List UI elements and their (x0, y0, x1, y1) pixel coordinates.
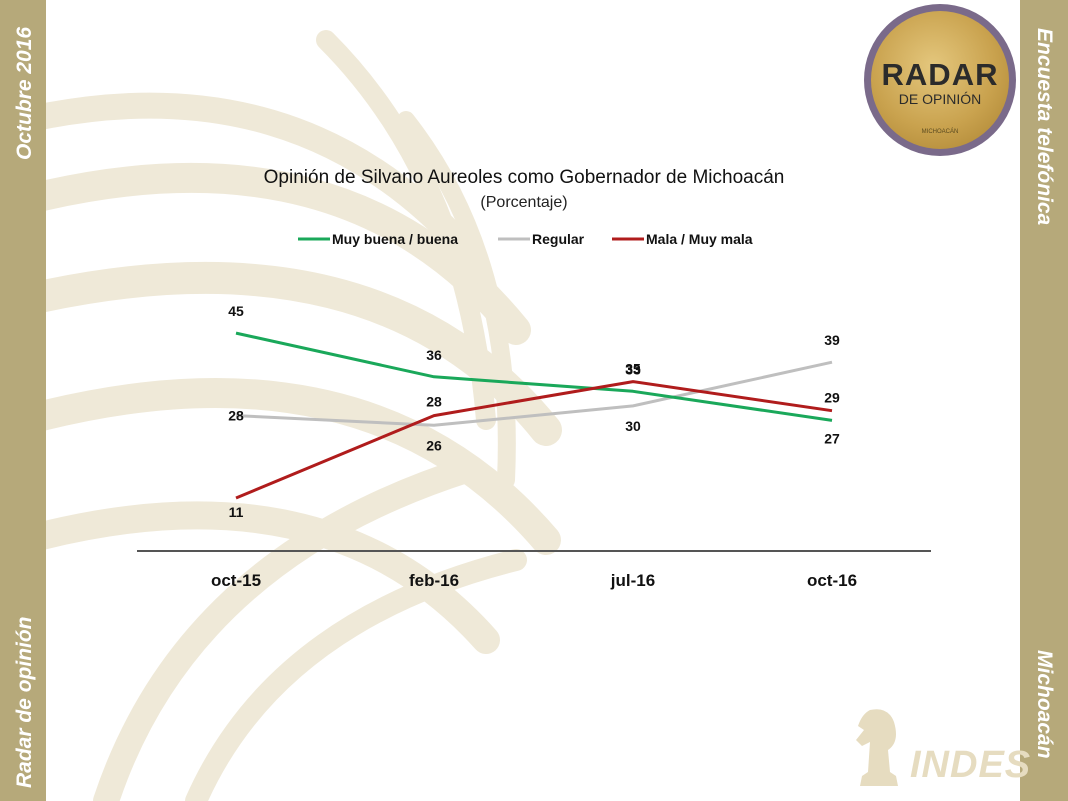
legend-label: Regular (532, 231, 585, 247)
radar-de-opinion-logo: RADAR DE OPINIÓN MICHOACÁN (864, 4, 1016, 156)
legend: Muy buena / buena Regular Mala / Muy mala (298, 231, 753, 247)
left-sidebar: Octubre 2016 Radar de opinión (0, 0, 46, 801)
x-tick-label: oct-15 (211, 571, 261, 590)
brand-name: INDES (910, 744, 1032, 786)
legend-label: Mala / Muy mala (646, 231, 753, 247)
logo-seal: RADAR DE OPINIÓN MICHOACÁN (871, 11, 1009, 149)
data-label: 30 (625, 418, 641, 434)
series-line (235, 331, 833, 422)
chart-subtitle: (Porcentaje) (480, 194, 567, 211)
series-line (235, 360, 833, 427)
x-tick-labels: oct-15 feb-16 jul-16 oct-16 (211, 571, 857, 590)
data-label: 28 (228, 408, 244, 424)
series-lines (235, 331, 833, 500)
right-sidebar: Encuesta telefónica Michoacán (1020, 0, 1068, 801)
x-tick-label: jul-16 (610, 571, 655, 590)
chess-knight-icon (856, 709, 898, 786)
data-label: 33 (625, 361, 641, 377)
logo-small-text: MICHOACÁN (921, 129, 959, 135)
logo-title: RADAR (881, 57, 999, 92)
x-tick-label: oct-16 (807, 571, 857, 590)
data-label: 45 (228, 303, 244, 319)
legend-label: Muy buena / buena (332, 231, 458, 247)
data-label: 11 (229, 504, 244, 520)
data-labels: 45 36 33 27 28 26 30 39 11 28 35 29 (228, 303, 840, 520)
data-label: 35 (625, 361, 641, 377)
indes-logo: INDES (848, 700, 1030, 790)
data-label: 27 (824, 430, 840, 446)
data-label: 39 (824, 332, 840, 348)
chart-title: Opinión de Silvano Aureoles como Goberna… (264, 167, 785, 188)
series-line (235, 380, 833, 500)
data-label: 28 (426, 394, 442, 410)
data-label: 36 (426, 347, 442, 363)
background-decoration (46, 30, 562, 801)
x-tick-label: feb-16 (409, 571, 459, 590)
logo-subtitle: DE OPINIÓN (898, 91, 982, 107)
data-label: 29 (824, 390, 840, 406)
data-label: 26 (426, 437, 442, 453)
